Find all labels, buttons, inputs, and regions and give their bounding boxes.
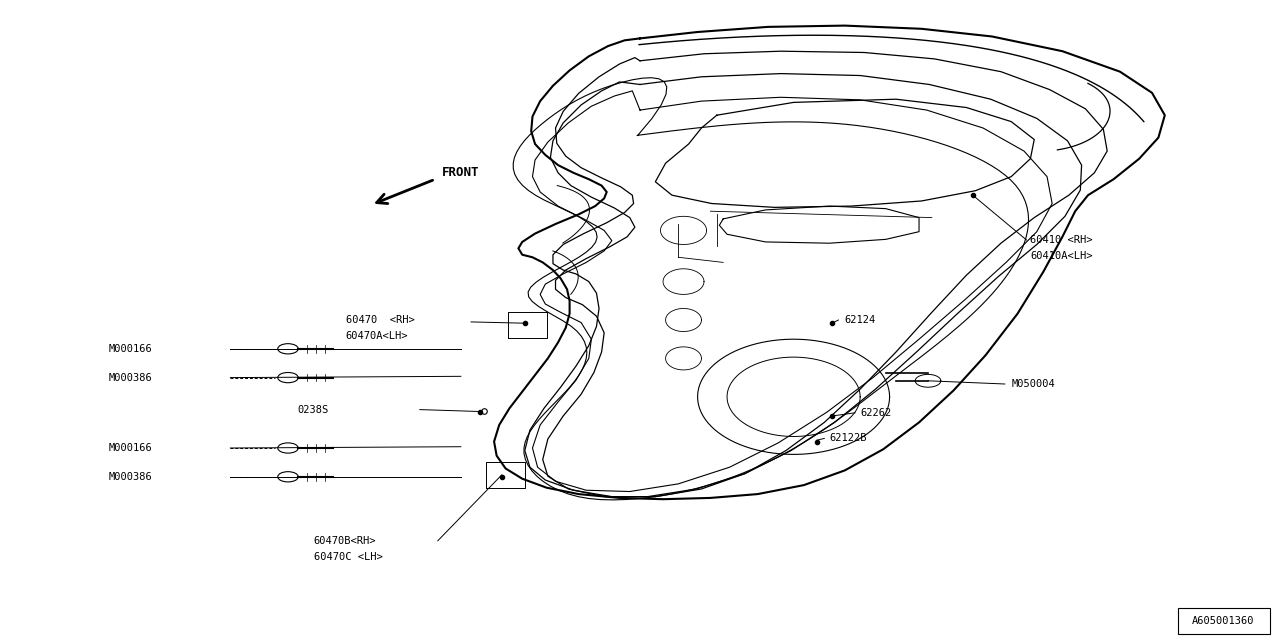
Text: M000166: M000166 bbox=[109, 344, 152, 354]
Text: 60470A<LH>: 60470A<LH> bbox=[346, 331, 408, 341]
Text: M000166: M000166 bbox=[109, 443, 152, 453]
Text: M000386: M000386 bbox=[109, 372, 152, 383]
Text: FRONT: FRONT bbox=[442, 166, 479, 179]
Text: A605001360: A605001360 bbox=[1192, 616, 1254, 626]
Text: 60470C <LH>: 60470C <LH> bbox=[314, 552, 383, 562]
Text: 60410 <RH>: 60410 <RH> bbox=[1030, 235, 1093, 245]
Text: 0238S: 0238S bbox=[297, 404, 328, 415]
Text: 62122B: 62122B bbox=[829, 433, 867, 444]
Bar bbox=[1178, 608, 1270, 634]
Text: 62262: 62262 bbox=[860, 408, 891, 418]
Text: M050004: M050004 bbox=[1011, 379, 1055, 389]
Text: 60470  <RH>: 60470 <RH> bbox=[346, 315, 415, 325]
Text: 60410A<LH>: 60410A<LH> bbox=[1030, 251, 1093, 261]
Text: M000386: M000386 bbox=[109, 472, 152, 482]
Text: 62124: 62124 bbox=[845, 315, 876, 325]
Text: 60470B<RH>: 60470B<RH> bbox=[314, 536, 376, 546]
